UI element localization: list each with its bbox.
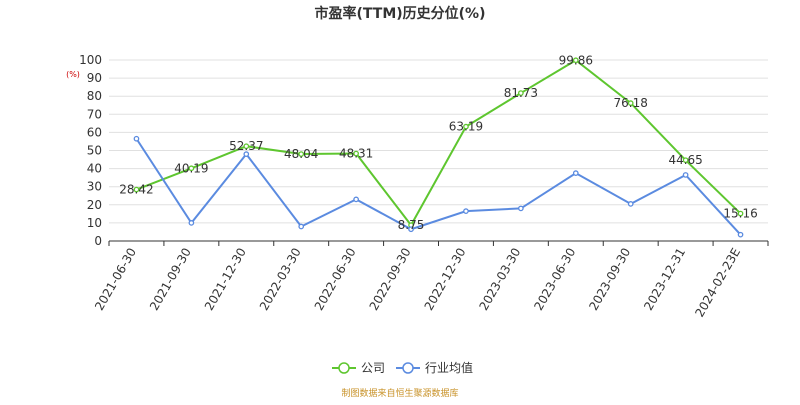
x-tick-label: 2024-02-23E [692,246,743,320]
y-tick-label: 50 [87,144,102,158]
data-point [737,231,744,238]
series-layer [133,57,744,238]
data-point [518,90,524,96]
legend: 公司 行业均值 [332,360,473,375]
y-tick-label: 10 [87,216,102,230]
x-tick-label: 2022-03-30 [257,246,304,313]
data-point [353,150,359,157]
data-point [353,196,359,203]
data-point [243,143,250,150]
data-label: 81.73 [504,86,538,100]
data-point [572,170,579,176]
y-tick-label: 30 [87,180,102,194]
x-tick-label: 2021-09-30 [147,246,194,313]
data-label: 63.19 [449,120,483,134]
data-point [298,223,305,230]
data-point [682,172,689,178]
x-tick-label: 2021-06-30 [92,246,139,313]
y-axis-unit: (%) [66,70,80,79]
data-point [188,220,195,226]
data-label: 44.65 [668,153,702,167]
data-point [133,186,140,193]
data-label: 48.04 [284,147,318,161]
data-label: 76.18 [614,96,648,110]
data-label: 40.19 [174,161,208,175]
x-tick-label: 2022-06-30 [312,246,359,313]
x-tick-label: 2023-09-30 [586,246,633,313]
x-tick-label: 2023-03-30 [476,246,523,313]
data-point [463,208,469,214]
y-tick-label: 80 [87,89,102,103]
data-point [188,165,195,172]
x-tick-label: 2022-09-30 [367,246,414,313]
data-label: 99.86 [559,53,593,67]
y-tick-label: 70 [87,107,102,121]
data-point [572,57,579,64]
data-point [737,210,744,217]
x-tick-label: 2022-12-30 [422,246,469,313]
data-label: 48.31 [339,147,373,161]
x-tick-label: 2023-12-31 [641,246,688,313]
data-point [627,201,634,207]
y-tick-label: 20 [87,198,102,212]
data-point [682,157,689,164]
data-point [133,135,140,142]
data-point [518,205,524,212]
grid-layer [109,59,768,224]
legend-marker [338,362,350,374]
x-tick-label: 2023-06-30 [531,246,578,313]
legend-label: 公司 [361,361,385,375]
series-line [136,59,742,227]
y-tick-label: 100 [79,53,102,67]
source-note: 制图数据来自恒生聚源数据库 [341,387,458,399]
x-tick-label: 2021-12-30 [202,246,249,313]
data-point [463,123,469,130]
data-point [408,226,414,233]
y-tick-label: 0 [94,234,102,248]
data-point [243,151,250,157]
legend-marker [402,362,414,374]
data-label-layer: 28.42 40.19 52.37 48.04 48.31 8.75 63.19 81.73 9… [119,53,757,232]
y-tick-label: 90 [87,71,102,85]
legend-label: 行业均值 [425,360,473,375]
chart-title: 市盈率(TTM)历史分位(%) [315,5,486,22]
series-line [135,138,742,236]
data-label: 8.75 [398,218,425,232]
data-label: 15.16 [723,207,757,221]
data-point [298,151,305,157]
data-label: 28.42 [119,183,153,197]
y-tick-label: 40 [87,162,102,176]
data-label: 52.37 [229,139,263,153]
data-point [627,100,634,106]
y-tick-label: 60 [87,125,102,139]
